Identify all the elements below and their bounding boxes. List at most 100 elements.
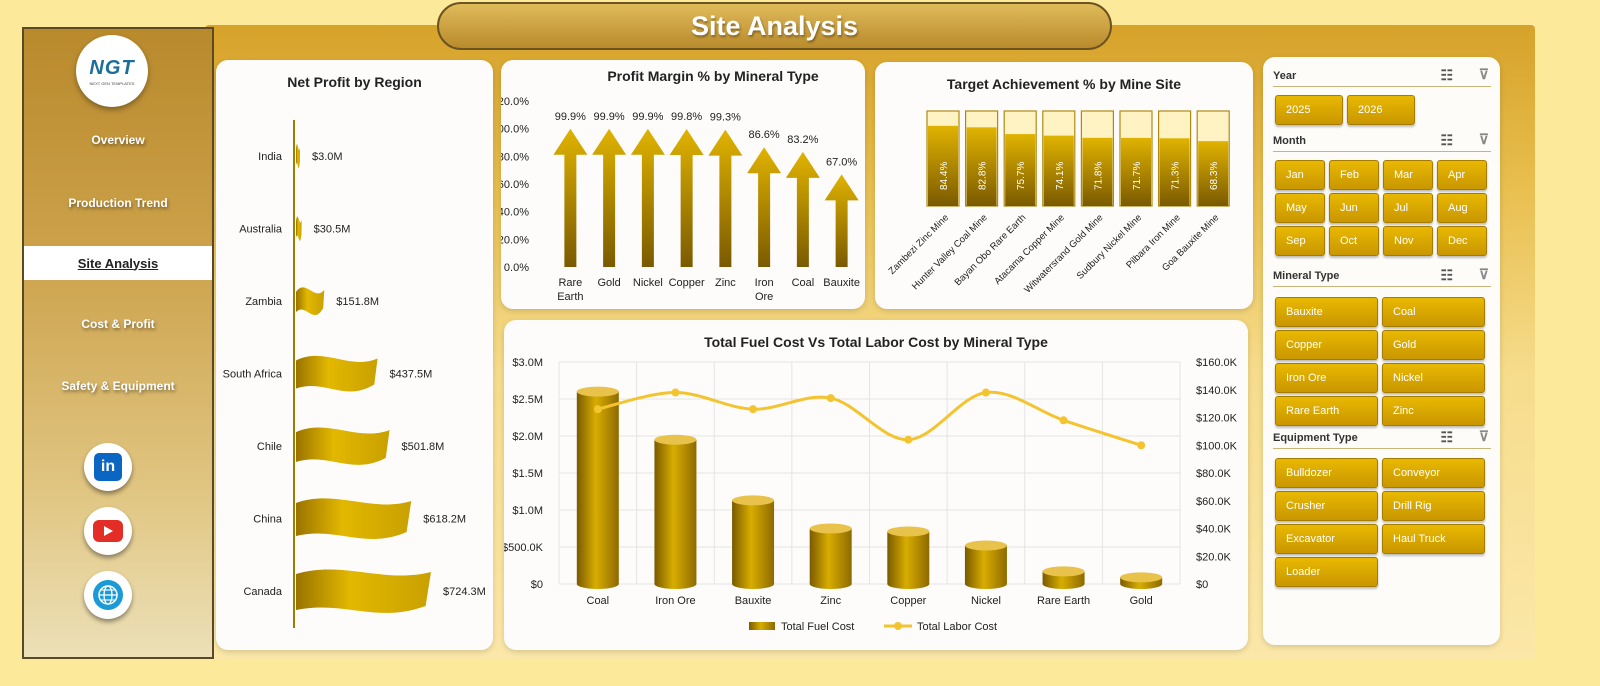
slicer-month-oct[interactable]: Oct	[1329, 226, 1379, 256]
target-value-label: 71.3%	[1171, 162, 1182, 190]
sidebar-item-safety-equipment[interactable]: Safety & Equipment	[61, 379, 175, 393]
slicer-mineral-iron-ore[interactable]: Iron Ore	[1275, 363, 1378, 393]
linkedin-icon: in	[94, 453, 122, 481]
profit-margin-card: Profit Margin % by Mineral Type 0.0% 20.0…	[501, 60, 865, 309]
slicer-month-dec[interactable]: Dec	[1437, 226, 1487, 256]
legend-fuel-label: Total Fuel Cost	[781, 621, 854, 633]
slicer-year-2026[interactable]: 2026	[1347, 95, 1415, 125]
fuel-labor-right-tick: $160.0K	[1196, 357, 1238, 369]
slicer-mineral-bauxite[interactable]: Bauxite	[1275, 297, 1378, 327]
profit-margin-ytick: 0.0%	[504, 262, 529, 274]
slicer-equipment-drill-rig[interactable]: Drill Rig	[1382, 491, 1485, 521]
legend-labor-label: Total Labor Cost	[917, 621, 997, 633]
slicer-equipment-excavator[interactable]: Excavator	[1275, 524, 1378, 554]
net-profit-category-label: Chile	[257, 441, 282, 453]
profit-margin-category-label: Gold	[598, 277, 621, 289]
net-profit-bar-chile	[296, 427, 390, 465]
fuel-labor-chart: $0 $500.0K $1.0M $1.5M $2.0M $2.5M $3.0M $0 $20.…	[504, 357, 1238, 633]
profit-margin-bar-nickel	[630, 128, 665, 267]
fuel-bar-top	[1042, 566, 1085, 577]
profit-margin-category-label: Zinc	[715, 277, 736, 289]
target-achievement-title: Target Achievement % by Mine Site	[946, 76, 1182, 92]
fuel-labor-right-tick: $0	[1196, 579, 1208, 591]
target-category-label: Hunter Valley Coal Mine	[910, 212, 990, 292]
slicer-year-title: Year	[1273, 70, 1297, 82]
slicer-equipment-haul-truck[interactable]: Haul Truck	[1382, 524, 1485, 554]
youtube-button[interactable]	[84, 507, 132, 555]
profit-margin-category-label: Copper	[669, 277, 705, 289]
legend-fuel-swatch	[749, 622, 775, 630]
profit-margin-category-label: Rare	[558, 277, 582, 289]
fuel-bar-copper	[887, 531, 930, 589]
net-profit-category-label: South Africa	[223, 369, 283, 381]
slicer-month-jul[interactable]: Jul	[1383, 193, 1433, 223]
clear-filter-icon[interactable]: ⊽	[1478, 66, 1489, 82]
target-value-label: 84.4%	[939, 162, 950, 190]
target-bar-pilbara-iron-mine	[1159, 138, 1190, 206]
slicer-equipment-loader[interactable]: Loader	[1275, 557, 1378, 587]
multi-select-icon[interactable]: ☷	[1440, 132, 1453, 148]
slicer-mineral-gold[interactable]: Gold	[1382, 330, 1485, 360]
fuel-labor-category-label: Bauxite	[735, 595, 772, 607]
fuel-bar-top	[887, 526, 930, 537]
net-profit-card: Net Profit by Region India $3.0M Australia…	[216, 60, 493, 650]
slicer-month-jun[interactable]: Jun	[1329, 193, 1379, 223]
net-profit-bar-south-africa	[296, 355, 378, 392]
profit-margin-value-label: 99.8%	[671, 111, 702, 123]
linkedin-button[interactable]: in	[84, 443, 132, 491]
slicer-month-nov[interactable]: Nov	[1383, 226, 1433, 256]
sidebar: NGT NEXT GEN TEMPLATES Overview Producti…	[22, 27, 214, 659]
net-profit-category-label: Canada	[243, 586, 282, 598]
target-value-label: 71.7%	[1132, 162, 1143, 190]
sidebar-item-production-trend[interactable]: Production Trend	[68, 196, 168, 210]
target-value-label: 75.7%	[1016, 162, 1027, 190]
slicer-mineral-coal[interactable]: Coal	[1382, 297, 1485, 327]
labor-point-nickel	[981, 388, 990, 397]
slicer-mineral-zinc[interactable]: Zinc	[1382, 396, 1485, 426]
profit-margin-value-label: 86.6%	[749, 129, 780, 141]
profit-margin-category-label: Iron	[755, 277, 774, 289]
profit-margin-ytick: 80.0%	[501, 151, 529, 163]
slicer-equipment-conveyor[interactable]: Conveyor	[1382, 458, 1485, 488]
youtube-icon	[93, 520, 123, 542]
fuel-labor-left-tick: $2.0M	[512, 431, 543, 443]
slicer-month-mar[interactable]: Mar	[1383, 160, 1433, 190]
sidebar-item-overview[interactable]: Overview	[91, 133, 145, 147]
fuel-bar-top	[732, 495, 775, 506]
labor-point-zinc	[826, 394, 835, 403]
slicer-month-jan[interactable]: Jan	[1275, 160, 1325, 190]
slicer-equipment-bulldozer[interactable]: Bulldozer	[1275, 458, 1378, 488]
slicer-month-apr[interactable]: Apr	[1437, 160, 1487, 190]
fuel-labor-left-tick: $500.0K	[504, 542, 544, 554]
fuel-bar-bauxite	[732, 500, 775, 589]
multi-select-icon[interactable]: ☷	[1440, 267, 1453, 283]
slicer-equipment-crusher[interactable]: Crusher	[1275, 491, 1378, 521]
slicer-mineral-copper[interactable]: Copper	[1275, 330, 1378, 360]
multi-select-icon[interactable]: ☷	[1440, 67, 1453, 83]
logo: NGT NEXT GEN TEMPLATES	[76, 35, 148, 107]
slicer-month-may[interactable]: May	[1275, 193, 1325, 223]
clear-filter-icon[interactable]: ⊽	[1478, 266, 1489, 282]
fuel-bar-nickel	[964, 545, 1007, 589]
slicer-mineral-nickel[interactable]: Nickel	[1382, 363, 1485, 393]
slicer-mineral-rare-earth[interactable]: Rare Earth	[1275, 396, 1378, 426]
target-achievement-card: Target Achievement % by Mine Site 84.4% Z…	[875, 62, 1253, 309]
fuel-labor-category-label: Nickel	[971, 595, 1001, 607]
slicer-year-2025[interactable]: 2025	[1275, 95, 1343, 125]
net-profit-title: Net Profit by Region	[287, 74, 422, 90]
net-profit-category-label: India	[258, 151, 283, 163]
clear-filter-icon[interactable]: ⊽	[1478, 428, 1489, 444]
slicer-month-aug[interactable]: Aug	[1437, 193, 1487, 223]
net-profit-bar-australia	[296, 216, 302, 241]
website-button[interactable]	[84, 571, 132, 619]
clear-filter-icon[interactable]: ⊽	[1478, 131, 1489, 147]
sidebar-item-cost-profit[interactable]: Cost & Profit	[81, 317, 155, 331]
sidebar-item-site-analysis[interactable]: Site Analysis	[24, 246, 212, 280]
fuel-bar-top	[809, 523, 852, 534]
profit-margin-bar-rare-earth	[553, 128, 588, 267]
target-value-label: 74.1%	[1055, 162, 1066, 190]
multi-select-icon[interactable]: ☷	[1440, 429, 1453, 445]
slicer-month-sep[interactable]: Sep	[1275, 226, 1325, 256]
slicer-month-feb[interactable]: Feb	[1329, 160, 1379, 190]
